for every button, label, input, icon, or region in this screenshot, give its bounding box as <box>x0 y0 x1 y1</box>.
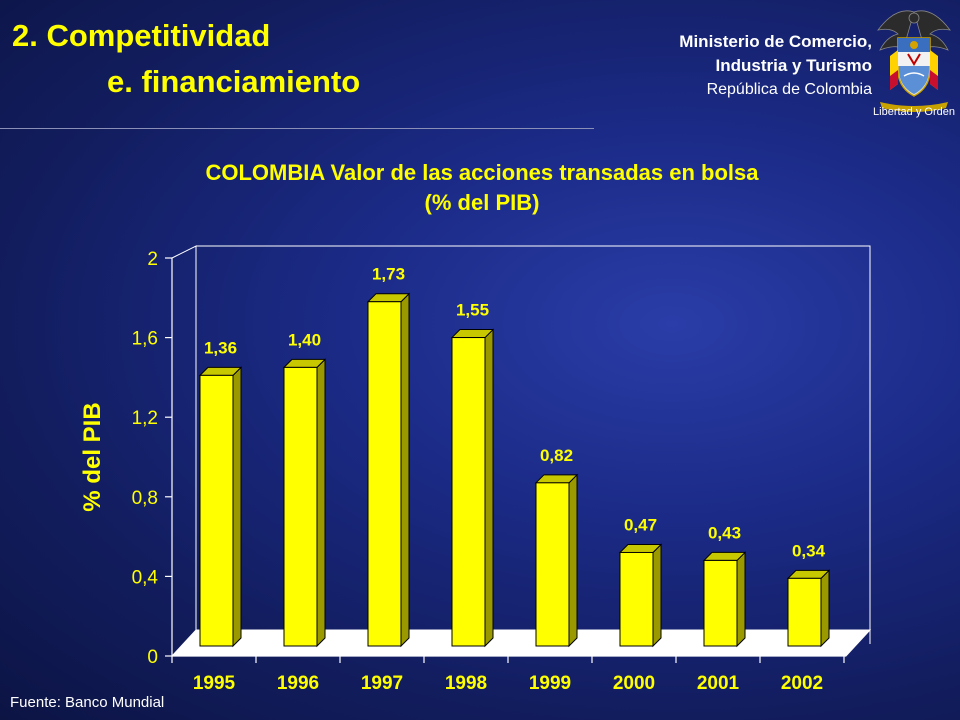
bar-top-1998 <box>450 329 495 339</box>
source-note: Fuente: Banco Mundial <box>10 694 165 711</box>
x-tick-label-2002: 2002 <box>781 673 823 694</box>
bar-1996 <box>283 366 318 647</box>
coat-of-arms-icon <box>877 10 951 112</box>
bar-2001 <box>703 559 738 647</box>
bar-side-1996 <box>316 358 326 648</box>
bar-1999 <box>535 482 570 647</box>
x-tick-label-1996: 1996 <box>277 673 319 694</box>
bar-top-1996 <box>282 358 327 368</box>
bar-top-1997 <box>366 293 411 303</box>
bar-side-2000 <box>652 543 662 648</box>
chart-title: COLOMBIA Valor de las acciones transadas… <box>205 160 759 185</box>
slide-subtitle: e. financiamiento <box>107 64 361 99</box>
y-tick-label: 2 <box>147 249 158 270</box>
bar-2002 <box>787 577 822 647</box>
x-tick-label-2000: 2000 <box>613 673 655 694</box>
bar-top-2001 <box>702 551 747 561</box>
x-tick-label-2001: 2001 <box>697 673 740 694</box>
data-label-1998: 1,55 <box>456 301 489 320</box>
ministry-name-line1: Ministerio de Comercio, <box>679 32 872 51</box>
bar-top-1999 <box>534 474 579 484</box>
bar-side-1997 <box>400 292 410 648</box>
data-label-1996: 1,40 <box>288 330 321 349</box>
bar-side-2001 <box>736 551 746 648</box>
ministry-block: Ministerio de Comercio, Industria y Turi… <box>679 30 872 102</box>
bar-2000 <box>619 551 654 647</box>
bar-top-1995 <box>198 366 243 376</box>
y-tick-label: 0,8 <box>132 488 158 509</box>
x-tick-label-1997: 1997 <box>361 673 403 694</box>
ministry-country: República de Colombia <box>706 81 872 98</box>
data-label-1999: 0,82 <box>540 446 573 465</box>
y-tick-label: 0 <box>147 647 158 668</box>
bar-1997 <box>367 301 402 647</box>
chart-subtitle: (% del PIB) <box>424 190 540 215</box>
x-tick-label-1999: 1999 <box>529 673 571 694</box>
plot-back-wall <box>196 245 871 644</box>
plot-side-wall <box>171 245 197 644</box>
y-tick-label: 1,2 <box>132 408 158 429</box>
data-label-1995: 1,36 <box>204 338 237 357</box>
data-label-2000: 0,47 <box>624 515 657 534</box>
slide-title: 2. Competitividad <box>12 18 271 53</box>
ministry-name-line2: Industria y Turismo <box>715 56 873 75</box>
x-tick-label-1998: 1998 <box>445 673 487 694</box>
y-axis-title: % del PIB <box>79 402 106 511</box>
bar-1995 <box>199 374 234 647</box>
bar-1998 <box>451 337 486 647</box>
bar-side-2002 <box>820 569 830 648</box>
data-label-2001: 0,43 <box>708 523 741 542</box>
plot-floor <box>170 629 872 657</box>
x-tick-label-1995: 1995 <box>193 673 236 694</box>
y-tick-label: 1,6 <box>132 329 158 350</box>
bar-top-2002 <box>786 569 831 579</box>
data-label-2002: 0,34 <box>792 541 826 560</box>
y-tick-label: 0,4 <box>132 567 159 588</box>
title-divider <box>0 128 594 129</box>
bar-side-1995 <box>232 366 242 648</box>
bar-top-2000 <box>618 543 663 553</box>
data-label-1997: 1,73 <box>372 265 405 284</box>
bar-side-1999 <box>568 473 578 648</box>
emblem-motto: Libertad y Orden <box>873 106 955 118</box>
bar-side-1998 <box>484 328 494 648</box>
